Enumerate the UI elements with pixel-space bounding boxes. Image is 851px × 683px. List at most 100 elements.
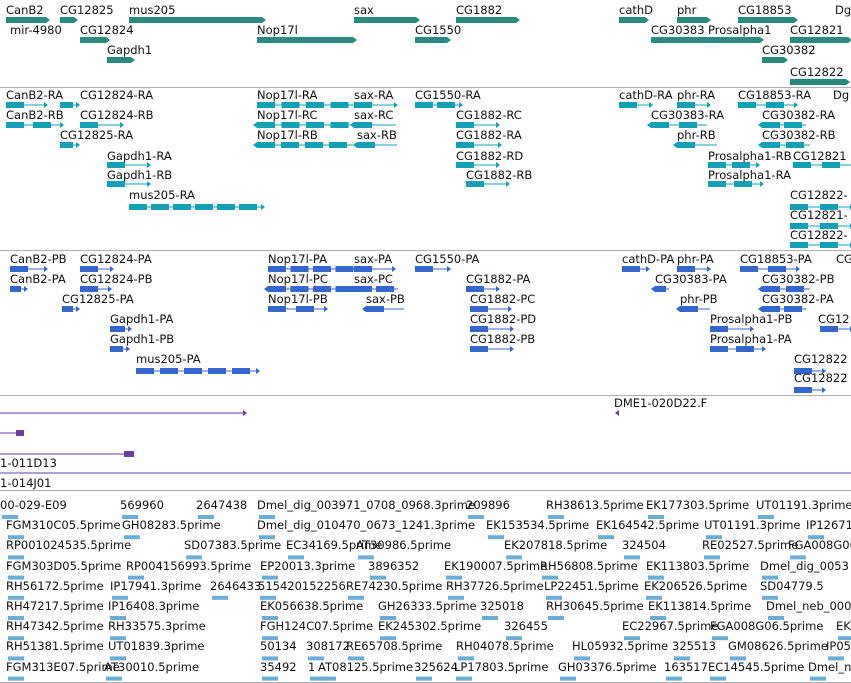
est-label[interactable]: EC14545.5prime [708,659,805,674]
est-label[interactable]: RH30645.5prime [546,599,644,613]
gene-label[interactable]: Dg [835,3,851,17]
protein-label[interactable]: CG30382-PA [762,292,834,306]
est-label[interactable]: RH33575.3prime [108,619,206,634]
est-label[interactable]: Dmel_neb_0008 [766,599,851,613]
transcript-label[interactable]: CG1882-RB [466,168,533,182]
protein-label[interactable]: CG1550-PA [415,252,480,266]
transcript-feature-exon[interactable] [790,204,808,210]
protein-feature-exon[interactable] [677,266,695,272]
transcript-label[interactable]: CG12821- [790,208,848,222]
est-label[interactable]: 2646433 [210,578,262,593]
transcript-feature-exon[interactable] [437,102,455,108]
est-feature[interactable] [259,515,275,519]
est-label[interactable]: RH37726.5prime [446,578,544,593]
transcript-feature-exon[interactable] [786,142,804,148]
protein-label[interactable]: CG30382-PB [762,272,835,286]
transcript-label[interactable]: CG12825-RA [60,128,134,142]
est-label[interactable]: FGM303D05.5prime [6,558,122,573]
est-label[interactable]: RH38613.5prime [546,498,644,512]
est-label[interactable]: IP12671 [806,518,851,533]
est-label[interactable]: GH08283.5prime [122,518,221,533]
gene-label[interactable]: mir-4980 [10,23,62,37]
transcript-feature-exon[interactable] [456,142,474,148]
est-label[interactable]: FGH124C07.5prime [260,619,374,634]
protein-label[interactable]: Prosalpha1-PA [710,332,792,346]
est-label[interactable]: Dmel_dig_003971_0708_0968.3prime [257,498,476,512]
transcript-label[interactable]: Nop17l-RC [257,108,318,122]
est-feature[interactable] [458,656,474,661]
protein-feature-exon[interactable] [710,326,728,332]
gene-label[interactable]: phr [677,3,697,17]
est-feature[interactable] [262,676,278,681]
est-feature[interactable] [110,636,126,641]
protein-feature-exon[interactable] [786,286,804,292]
est-feature[interactable] [320,676,336,681]
transcript-feature-exon[interactable] [738,102,756,108]
est-label[interactable]: 35492 [260,659,297,674]
gene-label[interactable]: mus205 [129,3,176,17]
gene-label[interactable]: Nop17l [257,23,298,37]
est-feature[interactable] [624,636,640,641]
est-feature[interactable] [8,656,24,661]
gene-feature[interactable] [762,57,784,63]
est-label[interactable]: EK190007.5prime [444,558,548,573]
gene-label[interactable]: CG1550 [415,23,462,37]
protein-label[interactable]: CG12825-PA [62,292,134,306]
est-feature[interactable] [810,676,826,681]
est-feature[interactable] [648,575,664,580]
transcript-feature-exon[interactable] [822,162,840,168]
est-feature[interactable] [288,555,304,560]
est-label[interactable]: RE74230.5prime [346,578,443,593]
transcript-feature-exon[interactable] [766,102,784,108]
protein-label[interactable]: phr-PB [680,292,718,306]
est-feature[interactable] [370,575,386,580]
est-label[interactable]: 3896352 [368,558,420,573]
est-feature[interactable] [358,555,374,560]
est-label[interactable]: FGM310C05.5prime [6,518,121,533]
protein-feature-exon[interactable] [622,266,640,272]
gene-feature[interactable] [790,79,846,85]
transcript-label[interactable]: CG12824-RB [80,108,154,122]
transcript-feature-exon[interactable] [330,122,349,128]
est-label[interactable]: RH47342.5prime [6,619,104,634]
gene-label[interactable]: CanB2 [6,3,44,17]
gene-label[interactable]: CG12824 [80,23,134,37]
est-label[interactable]: EK113814.5prime [648,599,752,613]
gene-feature[interactable] [708,37,760,43]
est-feature[interactable] [262,636,278,641]
est-feature[interactable] [546,595,562,600]
transcript-feature-exon[interactable] [820,223,838,229]
est-label[interactable]: UT01191.3prime [704,518,801,533]
protein-feature-exon[interactable] [784,306,802,312]
est-feature[interactable] [348,656,364,661]
protein-feature-exon[interactable] [10,286,21,292]
protein-label[interactable]: CanB2-PB [10,252,67,266]
transcript-label[interactable]: CG1882-RD [456,149,524,163]
gene-feature[interactable] [677,17,707,23]
transcript-label[interactable]: Gapdh1-RB [107,168,173,182]
transcript-feature-exon[interactable] [257,142,275,148]
est-feature[interactable] [560,676,576,681]
protein-feature-exon[interactable] [268,286,286,292]
protein-label[interactable]: CG12 [818,312,850,326]
gene-feature[interactable] [6,17,46,23]
protein-feature-exon[interactable] [470,306,488,312]
transcript-feature-exon[interactable] [732,162,750,168]
protein-feature-exon[interactable] [268,266,286,272]
gene-label[interactable]: cathD [619,3,654,17]
transcript-feature-exon[interactable] [354,122,372,128]
transcript-label[interactable]: CG12824-RA [80,88,154,102]
est-label[interactable]: UT01191.3prime [756,498,851,512]
clone-label[interactable]: 1-014J01 [0,476,52,490]
gene-feature[interactable] [619,17,645,23]
protein-feature-exon[interactable] [794,368,812,374]
est-label[interactable]: Dmel_dig_010470_0673_1241.3prime [257,518,476,533]
est-label[interactable]: 325513 [672,639,716,654]
est-feature[interactable] [122,515,138,519]
est-label[interactable]: EK153534.5prime [486,518,590,533]
transcript-label[interactable]: CG1882-RC [456,108,522,122]
est-label[interactable]: 308172 [306,639,350,654]
protein-feature-exon[interactable] [710,346,728,352]
est-feature[interactable] [790,555,806,560]
est-label[interactable]: FGA008G06.5 [788,538,851,553]
